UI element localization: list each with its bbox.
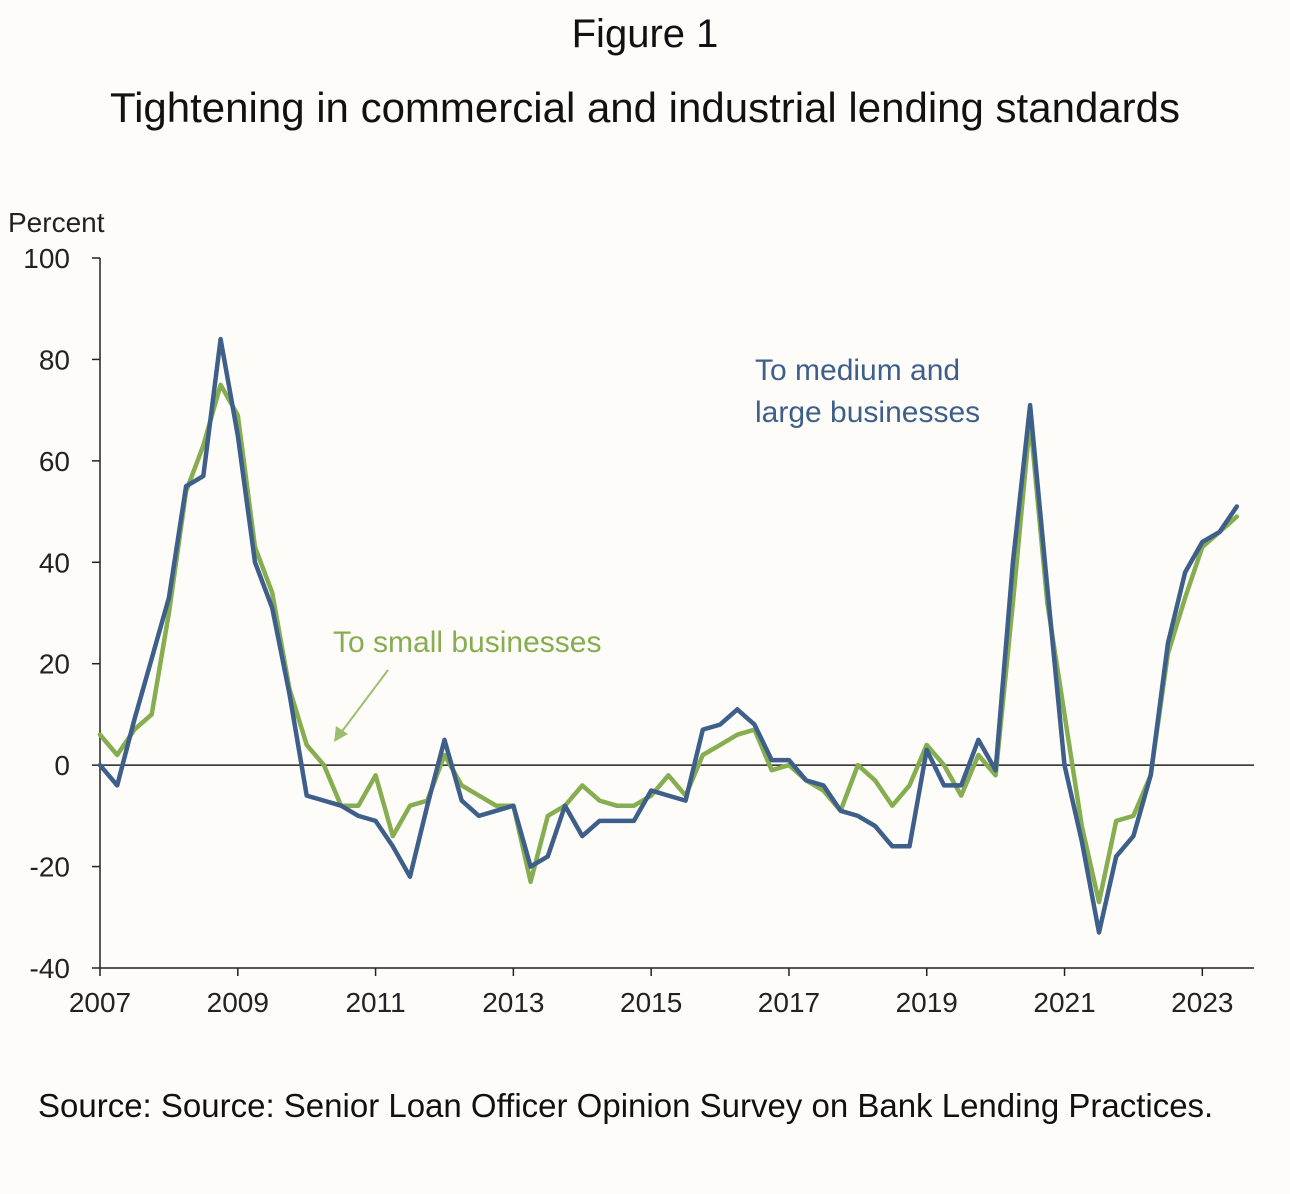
annotation-arrow-shaft: [339, 669, 389, 735]
y-tick-label: 20: [39, 649, 70, 680]
x-tick-label: 2017: [758, 987, 820, 1018]
x-tick-label: 2013: [482, 987, 544, 1018]
y-tick-label: -40: [30, 953, 70, 984]
y-tick-label: 60: [39, 446, 70, 477]
y-tick-label: 40: [39, 547, 70, 578]
y-axis-label: Percent: [8, 207, 105, 238]
annotation-arrow-head: [334, 726, 348, 742]
figure-label: Figure 1: [571, 12, 719, 56]
x-tick-label: 2009: [207, 987, 269, 1018]
x-tick-label: 2011: [345, 987, 405, 1018]
annotation-medium-large-line-0: To medium and: [755, 354, 960, 387]
y-tick-label: 80: [39, 344, 70, 375]
x-tick-label: 2021: [1033, 987, 1095, 1018]
series-line-medium-large: [97, 336, 1240, 935]
source-note: Source: Source: Senior Loan Officer Opin…: [38, 1087, 1214, 1124]
y-tick-label: 0: [54, 750, 70, 781]
y-tick-label: 100: [23, 243, 70, 274]
x-tick-label: 2007: [69, 987, 131, 1018]
series-line-small: [97, 382, 1240, 905]
annotation-medium-large-line-1: large businesses: [755, 396, 980, 429]
x-tick-label: 2015: [620, 987, 682, 1018]
annotation-small: To small businesses: [333, 626, 601, 659]
x-tick-label: 2019: [896, 987, 958, 1018]
chart-title: Tightening in commercial and industrial …: [109, 84, 1181, 131]
x-tick-label: 2023: [1171, 987, 1233, 1018]
y-tick-label: -20: [30, 852, 70, 883]
